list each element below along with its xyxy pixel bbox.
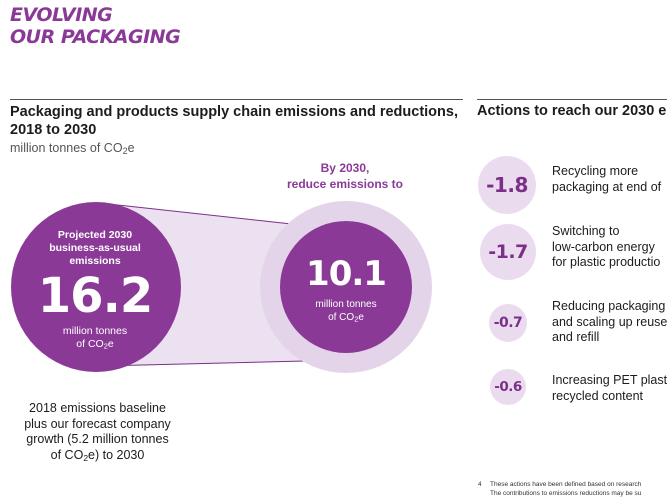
action-value-badge: -1.8	[478, 156, 536, 214]
projected-value: 16.2	[37, 268, 153, 324]
action-description: Increasing PET plast recycled content	[552, 373, 667, 403]
emissions-section-subtitle: million tonnes of CO2e	[10, 141, 135, 156]
hero-title-line2: OUR PACKAGING	[10, 26, 181, 48]
hero-title: EVOLVING OUR PACKAGING	[10, 4, 181, 48]
section-divider-right	[477, 99, 667, 100]
target-caption: By 2030, reduce emissions to	[286, 161, 404, 191]
footnote: 4 These actions have been defined based o…	[478, 481, 642, 497]
target-value: 10.1	[306, 254, 387, 294]
projected-emissions-circle	[11, 202, 181, 372]
footnote-number: 4	[478, 481, 482, 488]
action-value-badge: -0.7	[489, 304, 527, 342]
actions-section-title: Actions to reach our 2030 e	[477, 103, 667, 119]
hero-title-line1: EVOLVING	[10, 4, 113, 26]
action-value-badge: -1.7	[480, 224, 536, 280]
action-value-badge: -0.6	[490, 369, 526, 405]
baseline-caption: 2018 emissions baseline plus our forecas…	[24, 401, 171, 463]
action-description: Reducing packaging and scaling up reuse …	[552, 299, 667, 344]
projected-label: Projected 2030 business-as-usual emissio…	[49, 229, 141, 267]
target-emissions-circle	[280, 221, 412, 353]
action-description: Recycling more packaging at end of	[552, 164, 662, 194]
emissions-section-title: Packaging and products supply chain emis…	[10, 104, 458, 138]
projected-unit: million tonnes of CO2e	[62, 325, 128, 351]
action-description: Switching to low-carbon energy for plast…	[552, 224, 661, 269]
section-divider-left	[10, 99, 463, 100]
target-unit: million tonnes of CO2e	[315, 299, 377, 324]
